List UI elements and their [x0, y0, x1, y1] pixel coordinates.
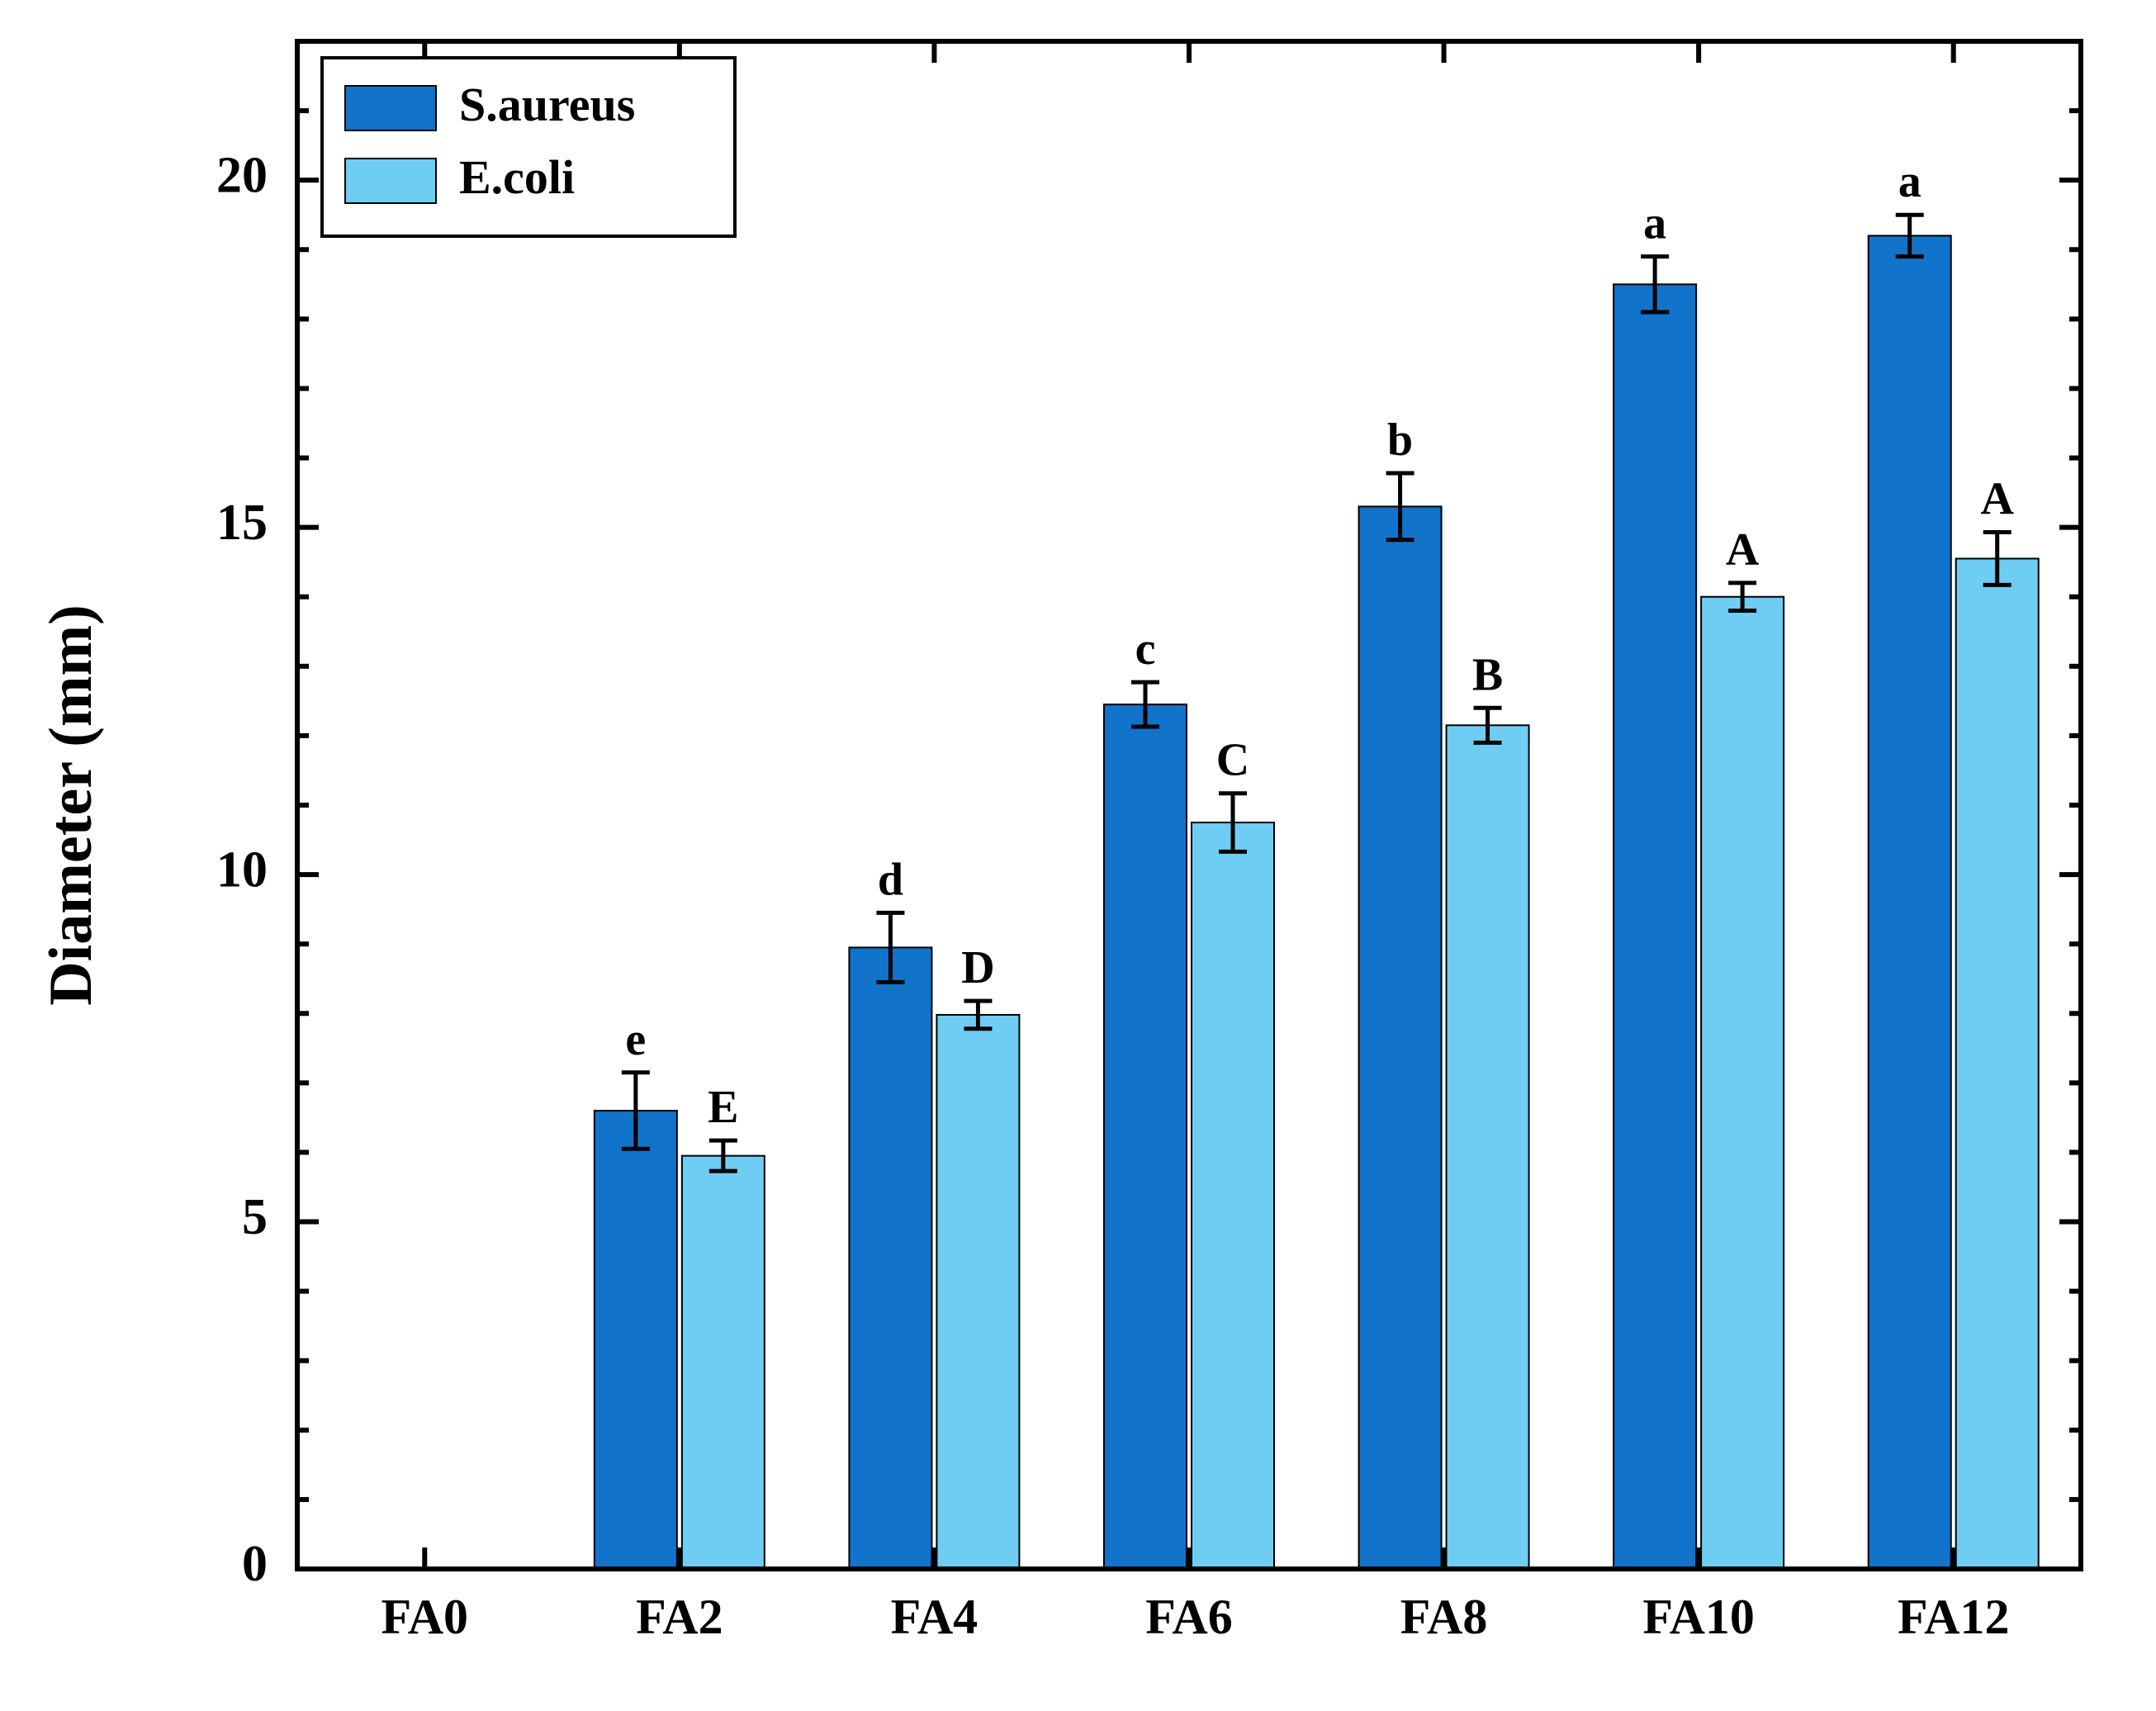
x-category-label: FA10 — [1642, 1590, 1755, 1644]
x-category-label: FA8 — [1400, 1590, 1488, 1644]
x-category-label: FA4 — [891, 1590, 978, 1644]
bar — [1869, 235, 1951, 1569]
bar — [1613, 284, 1696, 1569]
bar — [595, 1111, 677, 1569]
significance-label: a — [1898, 156, 1921, 207]
y-tick-label: 15 — [216, 495, 268, 551]
bar — [682, 1156, 765, 1569]
x-category-label: FA0 — [381, 1590, 469, 1644]
legend-swatch — [345, 159, 436, 203]
chart-container: 0 5 10 15 20 FA0 FA2 FA4 FA6 FA8 FA10 FA12 e d c b a a E D C… — [0, 0, 2156, 1711]
y-tick-label: 20 — [216, 147, 268, 203]
chart-svg: 0 5 10 15 20 FA0 FA2 FA4 FA6 FA8 FA10 FA12 e d c b a a E D C… — [0, 0, 2156, 1711]
bar — [1192, 822, 1274, 1569]
significance-label: a — [1643, 198, 1666, 249]
bar — [1447, 725, 1529, 1569]
y-tick-label: 0 — [242, 1536, 268, 1592]
bar — [936, 1015, 1019, 1569]
significance-label: C — [1216, 735, 1249, 786]
bar — [1359, 506, 1442, 1569]
bar — [1956, 558, 2039, 1569]
bar — [849, 947, 931, 1569]
significance-label: e — [625, 1014, 646, 1065]
significance-label: E — [708, 1082, 738, 1133]
significance-label: c — [1135, 623, 1156, 675]
bar — [1701, 597, 1784, 1569]
significance-label: A — [1726, 524, 1760, 576]
significance-label: d — [878, 854, 903, 905]
x-category-label: FA6 — [1145, 1590, 1233, 1644]
legend-label: S.aureus — [459, 78, 635, 131]
x-category-label: FA12 — [1898, 1590, 2010, 1644]
y-tick-label: 10 — [216, 841, 268, 898]
significance-label: B — [1472, 649, 1503, 700]
x-category-label: FA2 — [636, 1590, 723, 1644]
y-axis-label: Diameter (mm) — [37, 604, 105, 1006]
significance-label: A — [1980, 474, 2014, 525]
significance-label: b — [1387, 415, 1413, 466]
legend-swatch — [345, 86, 436, 130]
y-tick-label: 5 — [242, 1189, 268, 1245]
legend-label: E.coli — [459, 150, 575, 204]
bar — [1104, 704, 1187, 1569]
significance-label: D — [961, 942, 994, 993]
